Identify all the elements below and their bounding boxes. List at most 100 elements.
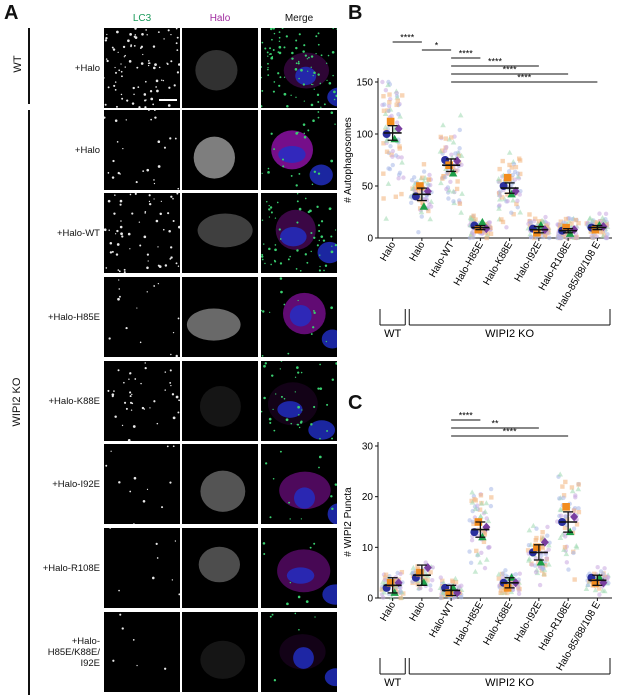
lc3-punctum [135, 181, 138, 184]
lc3-punctum [170, 353, 172, 356]
cell-point [555, 235, 560, 241]
lc3-punctum [166, 445, 169, 448]
lc3-punctum [319, 437, 321, 440]
micrograph-lc3 [104, 528, 180, 608]
lc3-punctum [336, 28, 337, 30]
group-label: WT [384, 328, 401, 340]
lc3-punctum [170, 33, 172, 36]
lc3-punctum [146, 168, 150, 172]
micrograph-lc3 [104, 193, 180, 273]
row-label: +Halo-I92E [10, 479, 100, 490]
row-label-line: I92E [80, 657, 100, 669]
cell-point [416, 230, 421, 235]
micrograph-halo [182, 28, 258, 108]
lc3-punctum [289, 518, 291, 520]
cell-point [496, 205, 502, 211]
cell-point [563, 514, 569, 519]
lc3-punctum [313, 309, 315, 312]
cell-point [456, 153, 462, 158]
row-label: +Halo-H85E [10, 312, 100, 323]
lc3-punctum [326, 403, 329, 406]
lc3-punctum [335, 362, 337, 365]
cell-point [430, 578, 435, 583]
lc3-punctum [262, 542, 266, 545]
lc3-punctum [109, 251, 113, 254]
lc3-punctum [275, 393, 277, 395]
lc3-punctum [317, 73, 320, 76]
lc3-punctum [121, 97, 124, 100]
micrograph-image [261, 111, 336, 187]
micrograph-image [193, 136, 235, 179]
lc3-punctum [176, 36, 179, 39]
lc3-punctum [331, 50, 335, 54]
cell-point [546, 561, 552, 567]
micrograph-image [186, 308, 241, 341]
lc3-punctum [312, 83, 314, 86]
cell-point [430, 565, 436, 570]
cell-point [454, 186, 460, 192]
lc3-punctum [296, 249, 299, 252]
lc3-punctum [304, 197, 307, 200]
cell-point [416, 189, 422, 194]
cell-point [381, 108, 387, 113]
scale-bar [159, 99, 177, 101]
lc3-punctum [296, 423, 299, 426]
cell-point [381, 171, 386, 176]
nucleus [278, 145, 306, 163]
cell-point [500, 158, 505, 164]
cell-point [505, 199, 510, 204]
nucleus [293, 647, 314, 669]
lc3-punctum [317, 101, 320, 103]
lc3-punctum [139, 47, 142, 49]
lc3-punctum [298, 628, 300, 631]
cell-point [561, 493, 567, 498]
lc3-punctum [175, 262, 178, 265]
cell-point [595, 564, 600, 570]
micrograph-image [105, 445, 175, 524]
lc3-punctum [264, 47, 267, 50]
lc3-punctum [278, 51, 282, 55]
lc3-punctum [263, 364, 266, 368]
cell-point [420, 200, 425, 206]
cell-point [560, 484, 565, 489]
lc3-punctum [157, 246, 159, 248]
replicate-mean [386, 579, 395, 587]
cell-point [396, 112, 401, 117]
cell-point [528, 235, 534, 240]
lc3-punctum [298, 207, 302, 211]
cell-point [448, 179, 453, 185]
cell-point [469, 230, 475, 235]
cell-point [451, 591, 456, 597]
cell-point [470, 519, 476, 524]
lc3-punctum [109, 242, 113, 245]
lc3-punctum [297, 595, 301, 599]
lc3-punctum [172, 331, 175, 334]
lc3-punctum [267, 66, 269, 69]
cell-point [513, 572, 519, 577]
lc3-punctum [304, 253, 307, 256]
cell-point [594, 234, 599, 239]
cell-point [394, 102, 399, 108]
cell-point [469, 498, 474, 504]
nucleus [280, 227, 307, 247]
lc3-punctum [279, 238, 282, 240]
lc3-punctum [126, 99, 129, 102]
lc3-punctum [291, 51, 294, 55]
lc3-punctum [331, 507, 334, 511]
cell-point [506, 169, 512, 174]
cell-point [517, 192, 522, 197]
lc3-punctum [115, 233, 117, 235]
lc3-punctum [319, 363, 321, 366]
cell-point [424, 198, 430, 203]
lc3-punctum [142, 499, 146, 503]
lc3-punctum [171, 579, 174, 581]
micrograph-image [269, 612, 337, 687]
lc3-punctum [267, 62, 269, 65]
lc3-punctum [297, 371, 300, 374]
lc3-punctum [261, 309, 263, 312]
lc3-punctum [156, 557, 159, 559]
lc3-punctum [148, 202, 152, 206]
lc3-punctum [170, 195, 173, 198]
cell-point [532, 235, 537, 241]
lc3-punctum [285, 418, 289, 422]
